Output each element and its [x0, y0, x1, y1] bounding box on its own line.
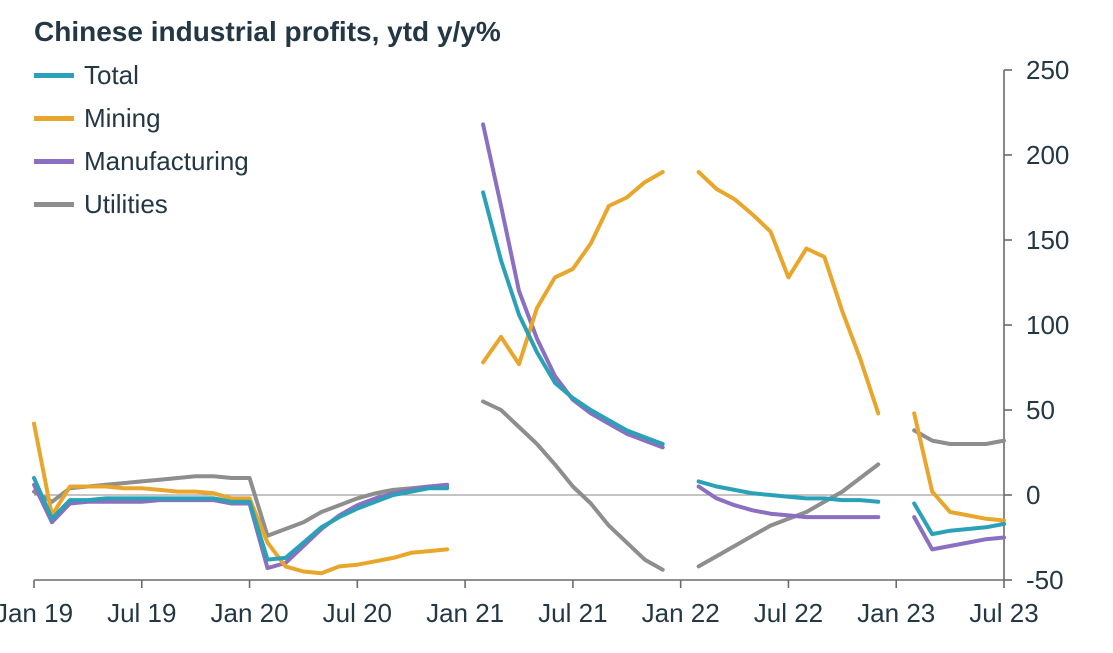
x-tick-label: Jul 19	[107, 598, 176, 629]
y-tick-label: 200	[1026, 140, 1069, 171]
y-tick-label: 50	[1026, 395, 1055, 426]
x-tick-label: Jul 21	[538, 598, 607, 629]
y-tick-label: 250	[1026, 55, 1069, 86]
x-tick-label: Jan 19	[0, 598, 73, 629]
x-tick-label: Jan 22	[642, 598, 720, 629]
y-tick-label: 0	[1026, 480, 1040, 511]
y-tick-label: -50	[1026, 565, 1064, 596]
series-total	[34, 192, 1004, 559]
y-tick-label: 150	[1026, 225, 1069, 256]
x-tick-label: Jan 21	[426, 598, 504, 629]
x-tick-label: Jul 23	[969, 598, 1038, 629]
x-tick-label: Jan 20	[211, 598, 289, 629]
y-tick-label: 100	[1026, 310, 1069, 341]
chart-title: Chinese industrial profits, ytd y/y%	[34, 16, 501, 48]
series-utilities	[34, 402, 1004, 570]
plot-area: -50050100150200250Jan 19Jul 19Jan 20Jul …	[34, 70, 1004, 580]
chart-container: Chinese industrial profits, ytd y/y% Tot…	[0, 0, 1113, 653]
series-mining	[34, 172, 1004, 573]
x-tick-label: Jul 20	[323, 598, 392, 629]
x-tick-label: Jan 23	[857, 598, 935, 629]
chart-svg	[34, 70, 1004, 580]
x-tick-label: Jul 22	[754, 598, 823, 629]
